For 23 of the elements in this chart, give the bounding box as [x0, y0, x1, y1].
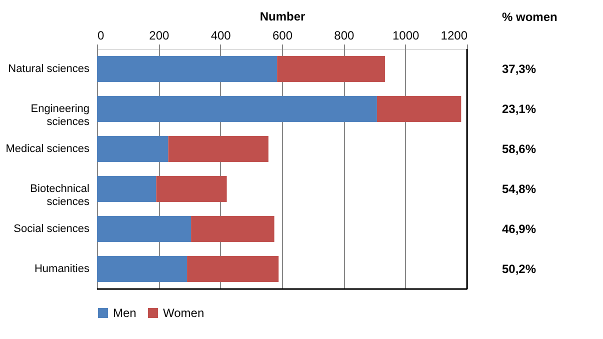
- x-tick-label: 600: [272, 28, 293, 42]
- y-tick-label: Medical sciences: [6, 143, 90, 155]
- x-tick-label: 1000: [392, 28, 420, 42]
- text: 54,8%: [502, 182, 536, 196]
- x-tick-label: 200: [149, 28, 170, 42]
- y-tick-label: Engineering sciences: [30, 103, 90, 128]
- x-tick-label: 1200: [440, 28, 468, 42]
- y-tick-label: Natural sciences: [8, 63, 90, 75]
- text: 46,9%: [502, 222, 536, 236]
- x-tick-label: 400: [210, 28, 232, 42]
- legend-label: Men: [113, 306, 136, 320]
- x-tick-label: 800: [334, 28, 354, 42]
- text: 37,3%: [502, 62, 536, 76]
- text: 58,6%: [502, 142, 536, 156]
- y-tick-label: Biotechnical sciences: [30, 183, 90, 208]
- y-tick-label: Humanities: [34, 263, 90, 275]
- text: 23,1%: [502, 102, 536, 116]
- x-axis-title: Number: [260, 10, 306, 24]
- text: % women: [502, 10, 558, 24]
- y-tick-label: Social sciences: [14, 223, 90, 235]
- x-tick-label: 0: [98, 28, 104, 42]
- legend-label: Women: [163, 306, 204, 320]
- text: 50,2%: [502, 262, 536, 276]
